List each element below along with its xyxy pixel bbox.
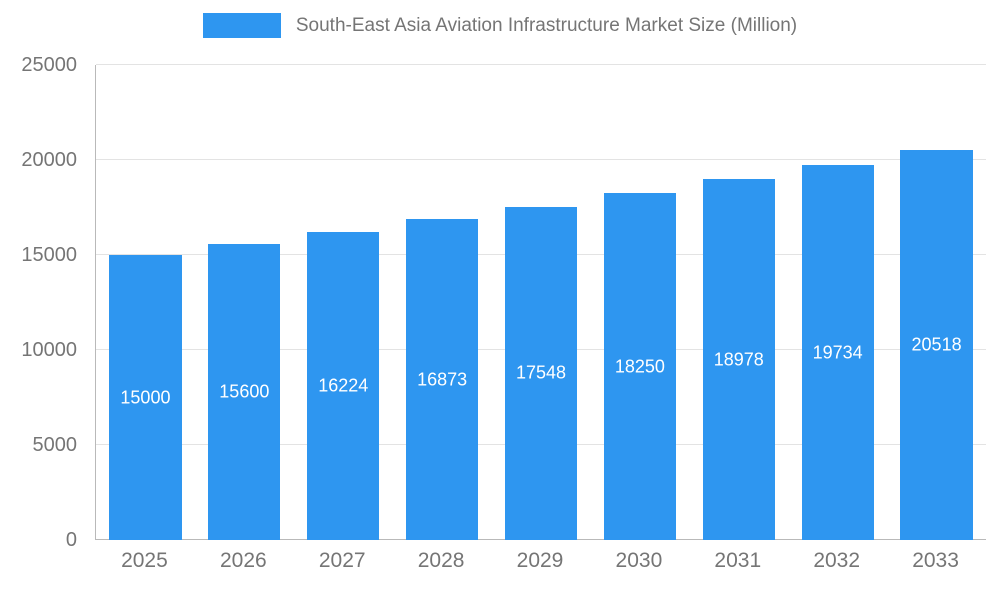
chart-title: South-East Asia Aviation Infrastructure … — [295, 14, 798, 36]
bar-value-label: 16224 — [318, 375, 369, 396]
legend-swatch — [202, 13, 281, 38]
bar-slot: 18250 — [590, 65, 689, 540]
x-tick-label: 2027 — [318, 549, 366, 572]
x-tick-label: 2026 — [219, 549, 267, 572]
plot-area: 15000 15600 16224 16873 17548 18250 18978 19734… — [95, 64, 986, 540]
x-tick-label: 2028 — [417, 549, 465, 572]
x-tick-label: 2025 — [121, 549, 168, 572]
bar-value-label: 20518 — [911, 334, 962, 355]
bar-slot: 19734 — [788, 65, 887, 540]
y-tick-label: 0 — [65, 529, 77, 551]
y-tick-label: 20000 — [21, 149, 77, 171]
y-tick-label: 10000 — [21, 339, 77, 361]
bar-2031: 18978 — [702, 179, 775, 540]
bar-value-label: 16873 — [417, 369, 468, 390]
x-tick-label: 2030 — [615, 549, 663, 572]
gridline — [96, 64, 986, 65]
bar-2029: 17548 — [504, 206, 578, 540]
bar-slot: 16873 — [393, 65, 492, 540]
bar-2027: 16224 — [307, 231, 380, 540]
bar-2032: 19734 — [801, 165, 874, 540]
bar-value-label: 15600 — [219, 381, 270, 402]
bar-2025: 15000 — [109, 255, 182, 540]
x-tick-label: 2031 — [714, 549, 762, 572]
x-tick-label: 2032 — [813, 549, 861, 572]
bar-slot: 17548 — [492, 65, 591, 540]
bars-container: 15000 15600 16224 16873 17548 18250 18978 19734… — [96, 65, 986, 540]
y-tick-label: 5000 — [32, 434, 78, 456]
bar-2026: 15600 — [208, 243, 281, 540]
bar-2030: 18250 — [603, 193, 676, 540]
y-tick-label: 15000 — [21, 244, 77, 266]
bar-slot: 15000 — [96, 65, 195, 540]
bar-value-label: 19734 — [812, 342, 863, 363]
bar-value-label: 18250 — [614, 356, 665, 377]
bar-2028: 16873 — [406, 219, 479, 540]
bar-slot: 16224 — [294, 65, 393, 540]
bar-slot: 15600 — [195, 65, 294, 540]
x-tick-label: 2033 — [912, 549, 959, 572]
bar-value-label: 18978 — [713, 349, 764, 370]
bar-slot: 18978 — [689, 65, 788, 540]
gridline — [96, 159, 986, 160]
bar-value-label: 17548 — [515, 362, 567, 383]
x-axis-labels: 2025 2026 2027 2028 2029 2030 2031 2032 2033 — [95, 549, 985, 573]
bar-2033: 20518 — [900, 150, 973, 540]
y-tick-label: 25000 — [21, 54, 77, 76]
x-tick-label: 2029 — [516, 549, 564, 572]
bar-value-label: 15000 — [120, 387, 171, 407]
bar-slot: 20518 — [887, 65, 986, 540]
y-axis-labels: 0 5000 10000 15000 20000 25000 — [0, 55, 85, 550]
chart-legend: South-East Asia Aviation Infrastructure … — [0, 13, 1000, 38]
